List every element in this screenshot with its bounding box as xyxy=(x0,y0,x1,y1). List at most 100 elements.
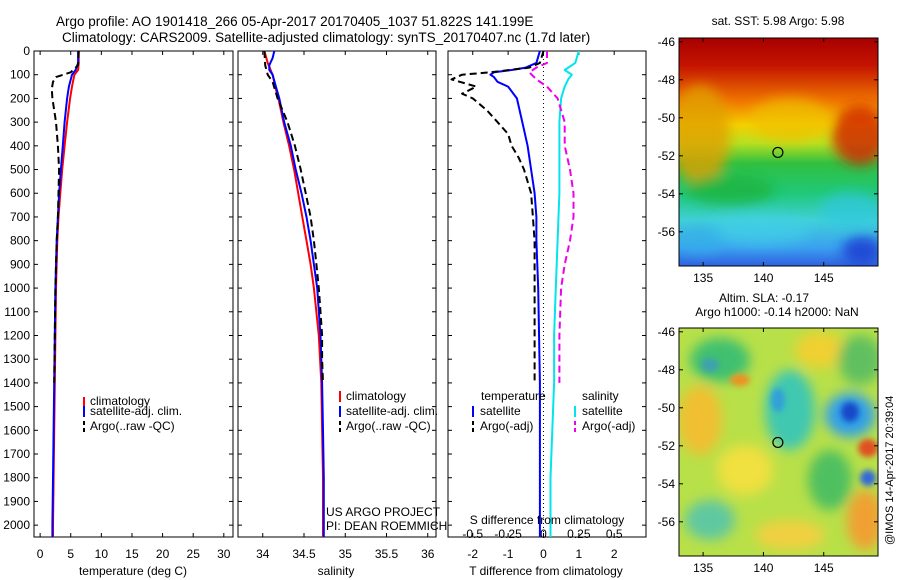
map-y-tick-label: -52 xyxy=(658,439,676,453)
sla-argo-location-marker xyxy=(772,436,784,449)
y-tick-label: 2000 xyxy=(3,518,30,532)
sla-map-axes: -46 -48 -50 -52 -54 -56 135 140 145 xyxy=(658,325,878,575)
legend-temp-satellite: satellite xyxy=(480,404,521,418)
plot-frame xyxy=(447,50,647,538)
map-y-tick-label: -48 xyxy=(658,363,676,377)
figure-title-line1: Argo profile: AO 1901418_266 05-Apr-2017… xyxy=(56,14,533,29)
series-line-salinity-satellite xyxy=(549,50,580,537)
y-tick-label: 100 xyxy=(10,68,30,82)
legend-climatology: climatology xyxy=(90,394,150,408)
map-x-tick-label: 135 xyxy=(693,561,713,575)
x-tick-label: 35 xyxy=(339,547,353,561)
y-tick-label: 1300 xyxy=(3,352,30,366)
legend-satellite-adj: satellite-adj. clim. xyxy=(90,404,182,418)
x-tick-label: 20 xyxy=(156,547,170,561)
x-tick-label: 15 xyxy=(125,547,139,561)
credit-line1: US ARGO PROJECT xyxy=(326,505,441,519)
map-y-tick-label: -50 xyxy=(658,401,676,415)
y-tick-label: 800 xyxy=(10,234,30,248)
x-tick-label: 2 xyxy=(611,547,618,561)
x-tick-label: 34.5 xyxy=(292,547,316,561)
y-tick-label: 500 xyxy=(10,163,30,177)
figure-title-line2: Climatology: CARS2009. Satellite-adjuste… xyxy=(62,30,590,45)
y-tick-label: 0 xyxy=(23,44,30,58)
sla-map-subtitle: Argo h1000: -0.14 h2000: NaN xyxy=(695,305,858,319)
s-diff-tick-label: -0.25 xyxy=(494,527,522,541)
sst-map-axes: -46 -48 -50 -52 -54 -56 135 140 145 xyxy=(658,35,878,285)
x-tick-label: 1 xyxy=(575,547,582,561)
series-line-argo-raw-qc- xyxy=(263,50,324,383)
legend-argo: Argo(..raw -QC) xyxy=(90,419,175,433)
series-line-salinity-argo-adj- xyxy=(528,51,575,383)
map-x-tick-label: 145 xyxy=(814,561,834,575)
temperature-profile-panel: 0100200300400500600700800900100011001200… xyxy=(3,44,234,561)
x-tick-label: 0 xyxy=(37,547,44,561)
plot-frame xyxy=(237,50,437,538)
salinity-axis-label: salinity xyxy=(318,564,355,578)
sla-map xyxy=(679,328,878,556)
legend-climatology: climatology xyxy=(346,389,406,403)
plot-frame xyxy=(33,50,234,538)
difference-legend: temperature satellite Argo(-adj) salinit… xyxy=(472,389,635,433)
y-tick-label: 1400 xyxy=(3,376,30,390)
difference-profile-panel: -2 -1 0 1 2 -0.5 -0.25 0 0.25 0.5 xyxy=(447,50,647,561)
map-y-tick-label: -54 xyxy=(658,477,676,491)
map-x-tick-label: 140 xyxy=(753,561,773,575)
x-tick-label: 5 xyxy=(67,547,74,561)
map-y-tick-label: -54 xyxy=(658,187,676,201)
x-tick-label: 10 xyxy=(95,547,109,561)
legend-header-temperature: temperature xyxy=(481,389,546,403)
t-difference-axis-label: T difference from climatology xyxy=(469,564,623,578)
legend-temp-argo: Argo(-adj) xyxy=(480,419,533,433)
s-diff-tick-label: 0 xyxy=(540,527,547,541)
sst-argo-location-marker xyxy=(772,146,784,159)
sla-map-title: Altim. SLA: -0.17 xyxy=(719,291,809,305)
map-y-tick-label: -52 xyxy=(658,149,676,163)
y-tick-label: 200 xyxy=(10,91,30,105)
y-tick-label: 700 xyxy=(10,210,30,224)
x-tick-label: 30 xyxy=(217,547,231,561)
y-tick-label: 1200 xyxy=(3,328,30,342)
map-y-tick-label: -48 xyxy=(658,73,676,87)
credit-line2: PI: DEAN ROEMMICH xyxy=(326,519,447,533)
legend-argo: Argo(..raw -QC) xyxy=(346,419,431,433)
map-y-tick-label: -50 xyxy=(658,111,676,125)
temperature-legend: climatology satellite-adj. clim. Argo(..… xyxy=(83,394,182,433)
legend-sal-satellite: satellite xyxy=(582,404,623,418)
x-tick-label: 25 xyxy=(187,547,201,561)
map-y-tick-label: -46 xyxy=(658,325,676,339)
series-line-temperature-argo-adj- xyxy=(450,50,545,383)
legend-sal-argo: Argo(-adj) xyxy=(582,419,635,433)
sst-map xyxy=(679,38,878,266)
map-y-tick-label: -56 xyxy=(658,515,676,529)
map-y-tick-label: -46 xyxy=(658,35,676,49)
y-tick-label: 600 xyxy=(10,186,30,200)
temperature-axis-label: temperature (deg C) xyxy=(79,564,187,578)
map-x-tick-label: 135 xyxy=(693,271,713,285)
x-tick-label: 34 xyxy=(256,547,270,561)
x-tick-label: -2 xyxy=(467,547,478,561)
series-line-argo-raw-qc- xyxy=(50,50,80,383)
x-tick-label: 0 xyxy=(540,547,547,561)
s-diff-tick-label: 0.25 xyxy=(567,527,591,541)
y-tick-label: 900 xyxy=(10,257,30,271)
map-x-tick-label: 140 xyxy=(753,271,773,285)
y-tick-label: 1500 xyxy=(3,400,30,414)
legend-satellite-adj: satellite-adj. clim. xyxy=(346,404,438,418)
map-x-tick-label: 145 xyxy=(814,271,834,285)
salinity-legend: climatology satellite-adj. clim. Argo(..… xyxy=(339,389,438,433)
y-tick-label: 1600 xyxy=(3,423,30,437)
x-tick-label: 35.5 xyxy=(375,547,399,561)
y-tick-label: 300 xyxy=(10,115,30,129)
s-difference-axis-label: S difference from climatology xyxy=(470,513,625,527)
map-y-tick-label: -56 xyxy=(658,225,676,239)
salinity-profile-panel: 34 34.5 35 35.5 36 xyxy=(237,50,437,561)
y-tick-label: 1800 xyxy=(3,471,30,485)
y-tick-label: 1000 xyxy=(3,281,30,295)
series-line-satellite-adj-clim- xyxy=(268,50,325,537)
x-tick-label: -1 xyxy=(503,547,514,561)
y-tick-label: 1900 xyxy=(3,494,30,508)
legend-header-salinity: salinity xyxy=(582,389,619,403)
sst-map-title: sat. SST: 5.98 Argo: 5.98 xyxy=(712,14,845,28)
